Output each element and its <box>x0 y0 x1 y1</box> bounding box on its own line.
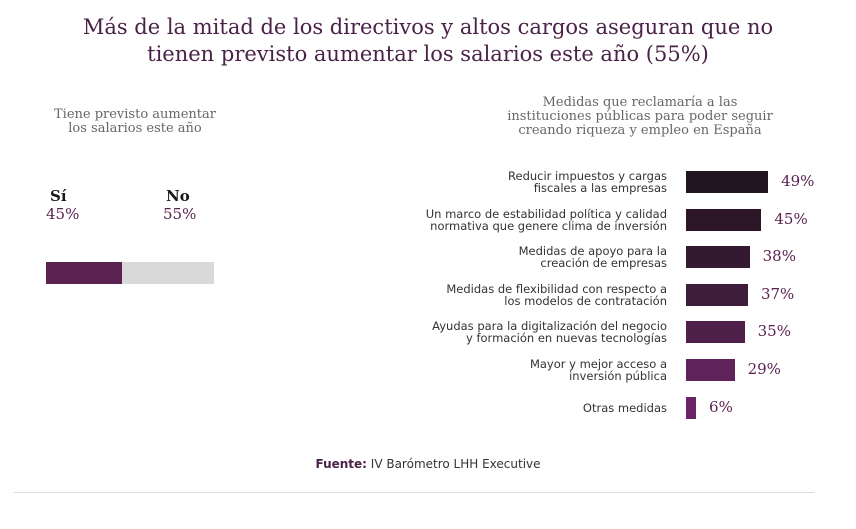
source-note: Fuente: IV Barómetro LHH Executive <box>0 457 856 471</box>
measure-bar <box>686 321 745 344</box>
measure-bar <box>686 246 750 269</box>
yes-bar-segment <box>46 262 122 284</box>
right-heading-line-2: instituciones públicas para poder seguir <box>507 109 773 124</box>
yes-label: Sí <box>50 187 67 205</box>
no-label: No <box>166 187 190 205</box>
left-chart-heading: Tiene previsto aumentar los salarios est… <box>30 108 240 136</box>
measure-bar <box>686 359 735 381</box>
source-text: IV Barómetro LHH Executive <box>366 457 541 471</box>
measure-bar <box>686 396 697 419</box>
measure-value-label: 37% <box>760 284 795 303</box>
source-label: Fuente: <box>315 457 367 471</box>
left-heading-line-1: Tiene previsto aumentar <box>53 107 216 122</box>
measure-value-label: 38% <box>762 247 796 266</box>
measure-value-label: 45% <box>774 209 808 228</box>
yes-value: 45% <box>46 205 80 223</box>
yes-no-stacked-bar <box>46 262 214 284</box>
measure-value-label: 49% <box>781 172 815 190</box>
left-heading-line-2: los salarios este año <box>68 121 202 136</box>
measure-bar <box>686 171 769 193</box>
measure-value-label: 29% <box>747 360 781 378</box>
measure-category-label: Mayor y mejor acceso a inversión pública <box>529 357 667 383</box>
measure-value-label: 6% <box>709 397 733 416</box>
no-value: 55% <box>163 205 197 223</box>
measure-value-label: 35% <box>757 322 791 341</box>
bottom-divider <box>14 492 814 493</box>
measure-bar <box>686 283 748 306</box>
right-chart-heading: Medidas que reclamaría a las institucion… <box>470 96 810 138</box>
measure-category-label: Medidas de apoyo para la creación de empr… <box>518 244 667 271</box>
measure-bar <box>686 208 762 231</box>
right-heading-line-3: creando riqueza y empleo en España <box>518 123 762 138</box>
measure-category-label: Ayudas para la digitalización del negoci… <box>432 319 667 346</box>
measure-category-label: Medidas de flexibilidad con respecto a lo… <box>446 281 667 308</box>
title-line-1: Más de la mitad de los directivos y alto… <box>82 15 774 39</box>
measure-category-label: Otras medidas <box>582 400 667 415</box>
chart-title: Más de la mitad de los directivos y alto… <box>0 14 856 68</box>
right-heading-line-1: Medidas que reclamaría a las <box>542 95 738 110</box>
measure-category-label: Un marco de estabilidad política y calid… <box>425 206 667 233</box>
title-line-2: tienen previsto aumentar los salarios es… <box>147 42 709 66</box>
measure-category-label: Reducir impuestos y cargas fiscales a las… <box>508 169 667 195</box>
